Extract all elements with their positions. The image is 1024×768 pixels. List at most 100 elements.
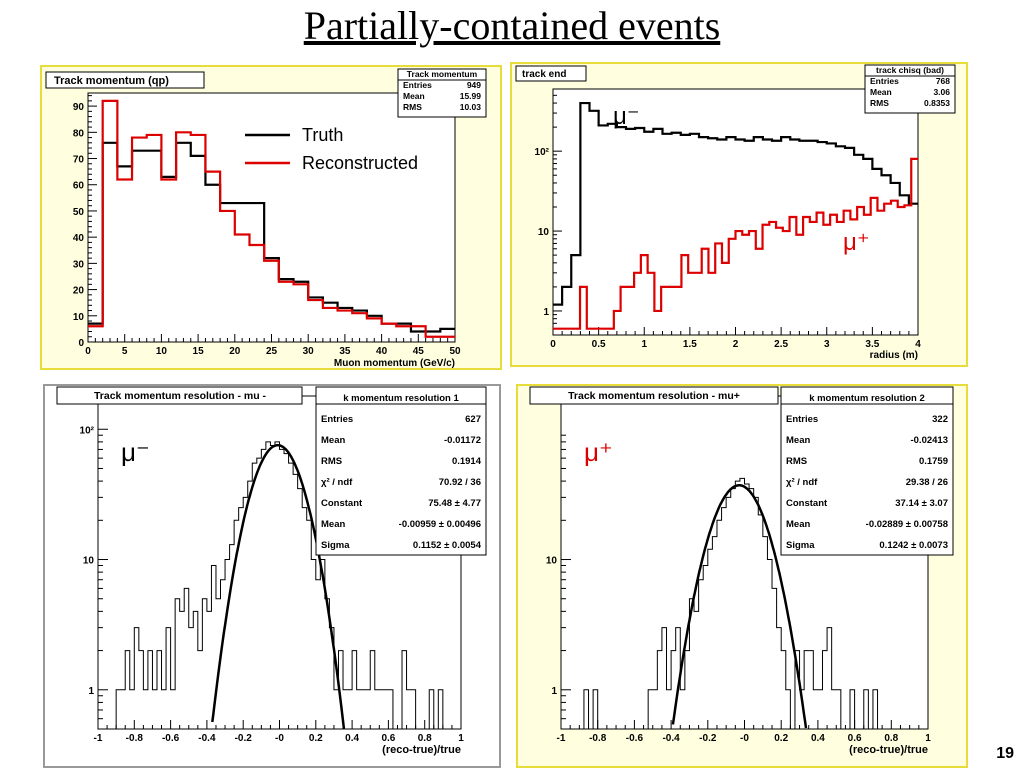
- stats-label: Constant: [321, 498, 363, 509]
- stats-label: Mean: [786, 435, 810, 446]
- y-tick-label: 50: [73, 207, 85, 218]
- plot-area: [87, 92, 456, 343]
- title-box: [56, 386, 303, 405]
- fit-curve: [671, 484, 808, 729]
- x-tick-label: 10: [156, 346, 168, 357]
- x-tick-label: 0.4: [811, 733, 825, 744]
- x-tick-label: 30: [303, 346, 315, 357]
- chart-title: track end: [522, 69, 566, 80]
- x-tick-label: 1: [641, 339, 647, 350]
- stats-label: Entries: [321, 414, 353, 425]
- stats-value: 29.38 / 26: [906, 477, 948, 488]
- stats-value: 0.1152 ± 0.0054: [413, 540, 482, 551]
- stats-label: Mean: [403, 91, 425, 101]
- x-tick-label: 50: [449, 346, 461, 357]
- y-tick-label: 1: [88, 686, 94, 697]
- x-tick-label: 40: [376, 346, 388, 357]
- x-tick-label: 0.8: [418, 733, 432, 744]
- x-tick-label: -0.4: [198, 733, 216, 744]
- x-tick-label: -1: [94, 733, 103, 744]
- x-tick-label: 0.8: [884, 733, 898, 744]
- label-mu-minus: μ⁻: [121, 437, 150, 467]
- stats-label: RMS: [786, 456, 807, 467]
- y-tick-label: 10: [538, 227, 550, 238]
- x-tick-label: -0: [275, 733, 284, 744]
- stats-box: [315, 386, 487, 556]
- slide-title: Partially-contained events: [303, 3, 721, 48]
- x-tick-label: -0.8: [589, 733, 607, 744]
- x-tick-label: 0.2: [309, 733, 323, 744]
- y-tick-label: 0: [78, 338, 84, 349]
- x-axis-label: (reco-true)/true: [849, 744, 928, 756]
- chart-title: Track momentum resolution - mu+: [568, 390, 740, 402]
- x-tick-label: 3: [824, 339, 830, 350]
- chart-title: Track momentum (qp): [54, 75, 169, 87]
- y-tick-label: 40: [73, 233, 85, 244]
- stats-label: Sigma: [786, 540, 815, 551]
- x-tick-label: 25: [266, 346, 278, 357]
- stats-value: 37.14 ± 3.07: [895, 498, 948, 509]
- x-tick-label: -0.2: [699, 733, 717, 744]
- x-tick-label: 5: [122, 346, 128, 357]
- x-tick-label: 20: [229, 346, 241, 357]
- chart-title: Track momentum resolution - mu -: [94, 390, 267, 402]
- stats-label: Mean: [321, 435, 345, 446]
- chart-track-end: 0 0.5 1 1.5 2 2.5 3 3.5 4 1 10 10² track end track ch…: [510, 62, 968, 367]
- x-tick-label: 45: [413, 346, 425, 357]
- histogram-line: [98, 441, 461, 730]
- stats-value: 0.8353: [924, 98, 950, 108]
- x-axis-label: radius (m): [870, 350, 918, 361]
- x-tick-label: -0.6: [162, 733, 180, 744]
- legend-label: Truth: [302, 125, 343, 145]
- stats-title: Track momentum: [407, 69, 478, 79]
- stats-label: χ² / ndf: [786, 477, 818, 488]
- x-tick-label: 1.5: [683, 339, 697, 350]
- stats-label: Mean: [786, 519, 810, 530]
- stats-value: 70.92 / 36: [439, 477, 481, 488]
- stats-value: 322: [932, 414, 948, 425]
- chart-resolution-mu-minus: -1 -0.8 -0.6 -0.4 -0.2 -0 0.2 0.4 0.6 0.8 1 1 10 10² T…: [43, 384, 501, 768]
- stats-label: RMS: [403, 102, 422, 112]
- y-tick-label: 60: [73, 181, 85, 192]
- title-box: [529, 386, 779, 405]
- x-tick-label: 0.6: [848, 733, 862, 744]
- x-axis-label: Muon momentum (GeV/c): [334, 358, 455, 369]
- chart-resolution-mu-plus: -1 -0.8 -0.6 -0.4 -0.2 -0 0.2 0.4 0.6 0.8 1 1 10 Trac…: [516, 384, 968, 768]
- label-mu-minus: μ⁻: [613, 103, 640, 130]
- x-tick-label: 1: [458, 733, 464, 744]
- stats-label: Sigma: [321, 540, 350, 551]
- stats-label: Constant: [786, 498, 828, 509]
- stats-value: 75.48 ± 4.77: [428, 498, 481, 509]
- y-tick-label: 1: [551, 686, 557, 697]
- stats-label: Entries: [403, 80, 432, 90]
- stats-value: 3.06: [933, 87, 950, 97]
- stats-value: -0.00959 ± 0.00496: [399, 519, 481, 530]
- y-tick-label: 70: [73, 155, 85, 166]
- x-tick-label: 0.2: [774, 733, 788, 744]
- series-line-mu-minus: [553, 101, 918, 306]
- x-tick-label: 0: [550, 339, 556, 350]
- stats-value: 0.1759: [919, 456, 948, 467]
- series-line-mu-plus: [553, 157, 918, 330]
- x-tick-label: -0.4: [662, 733, 680, 744]
- x-tick-label: 0.4: [345, 733, 359, 744]
- title-box: [45, 71, 205, 89]
- stats-title: k momentum resolution 1: [343, 393, 459, 404]
- x-tick-label: -0.2: [235, 733, 253, 744]
- x-tick-label: 0: [85, 346, 91, 357]
- y-tick-label: 20: [73, 286, 85, 297]
- x-tick-label: 35: [339, 346, 351, 357]
- histogram-line: [561, 477, 928, 730]
- x-tick-label: -1: [557, 733, 566, 744]
- title-box: [515, 65, 587, 82]
- y-tick-label: 10²: [535, 147, 550, 158]
- series-line-reconstructed: [88, 99, 455, 338]
- stats-value: 15.99: [460, 91, 482, 101]
- x-tick-label: 2: [733, 339, 739, 350]
- x-tick-label: 3.5: [865, 339, 879, 350]
- label-mu-plus: μ⁺: [843, 229, 870, 256]
- x-tick-label: -0.8: [126, 733, 144, 744]
- y-tick-label: 1: [543, 307, 549, 318]
- stats-value: 0.1914: [452, 456, 482, 467]
- stats-value: 768: [936, 76, 950, 86]
